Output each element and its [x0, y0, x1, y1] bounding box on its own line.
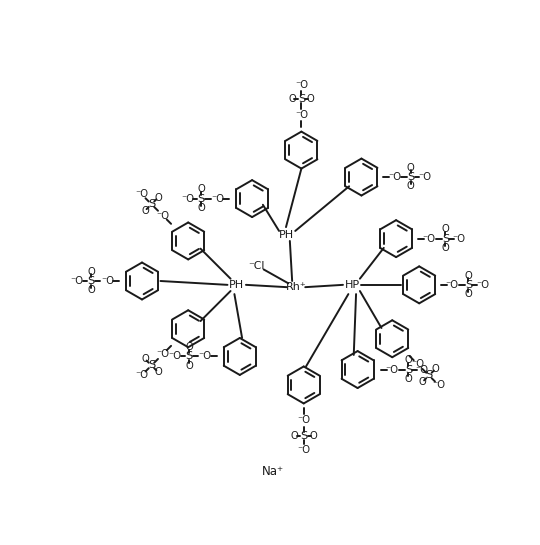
Text: ⁻O: ⁻O [71, 276, 84, 286]
Text: S: S [465, 280, 472, 290]
Text: ⁻O: ⁻O [101, 276, 114, 286]
Text: ⁻O: ⁻O [157, 211, 170, 221]
Text: HP: HP [345, 280, 360, 290]
Text: O: O [141, 354, 149, 364]
Text: O: O [154, 367, 162, 377]
Text: Na⁺: Na⁺ [262, 465, 284, 479]
Text: ⁻O: ⁻O [181, 193, 194, 204]
Text: S: S [148, 199, 155, 209]
Text: O: O [87, 285, 95, 295]
Text: O: O [309, 431, 317, 441]
Text: S: S [298, 94, 305, 104]
Text: O: O [404, 355, 413, 365]
Text: S: S [198, 193, 205, 204]
Text: O: O [404, 374, 413, 384]
Text: O: O [407, 181, 415, 191]
Text: Rh⁺: Rh⁺ [286, 282, 306, 292]
Text: O: O [418, 377, 426, 387]
Text: O: O [198, 203, 205, 213]
Text: ⁻O: ⁻O [386, 365, 399, 374]
Text: ⁻O: ⁻O [135, 370, 148, 380]
Text: ⁻O: ⁻O [388, 172, 401, 182]
Text: S: S [442, 234, 449, 244]
Text: O: O [154, 193, 162, 203]
Text: ⁻Cl: ⁻Cl [248, 261, 264, 271]
Text: O: O [185, 361, 193, 371]
Text: S: S [426, 371, 433, 380]
Text: O: O [407, 163, 415, 173]
Text: S: S [407, 172, 414, 182]
Text: ⁻O: ⁻O [297, 445, 310, 455]
Text: ⁻O: ⁻O [453, 234, 465, 244]
Text: ⁻O: ⁻O [416, 365, 429, 374]
Text: S: S [148, 360, 155, 371]
Text: ⁻O: ⁻O [297, 415, 310, 425]
Text: S: S [87, 276, 95, 286]
Text: ⁻O: ⁻O [135, 190, 148, 199]
Text: O: O [185, 342, 193, 352]
Text: ⁻O: ⁻O [433, 380, 446, 390]
Text: ⁻O: ⁻O [295, 111, 308, 120]
Text: ⁻O: ⁻O [423, 234, 436, 244]
Text: O: O [87, 267, 95, 277]
Text: S: S [405, 365, 412, 374]
Text: O: O [464, 271, 472, 281]
Text: ⁻O: ⁻O [476, 280, 489, 290]
Text: O: O [431, 364, 440, 374]
Text: ⁻O: ⁻O [295, 81, 308, 90]
Text: PH: PH [229, 280, 244, 290]
Text: O: O [288, 94, 296, 104]
Text: PH: PH [279, 230, 294, 240]
Text: O: O [442, 243, 449, 253]
Text: ⁻O: ⁻O [199, 352, 212, 361]
Text: S: S [300, 431, 307, 441]
Text: O: O [464, 289, 472, 299]
Text: O: O [442, 225, 449, 234]
Text: ⁻O: ⁻O [411, 359, 424, 369]
Text: O: O [307, 94, 314, 104]
Text: S: S [185, 352, 193, 361]
Text: O: O [198, 184, 205, 195]
Text: ⁻O: ⁻O [211, 193, 224, 204]
Text: ⁻O: ⁻O [418, 172, 431, 182]
Text: ⁻O: ⁻O [168, 352, 181, 361]
Text: O: O [291, 431, 298, 441]
Text: ⁻O: ⁻O [446, 280, 459, 290]
Text: ⁻O: ⁻O [157, 349, 170, 359]
Text: O: O [141, 206, 149, 216]
